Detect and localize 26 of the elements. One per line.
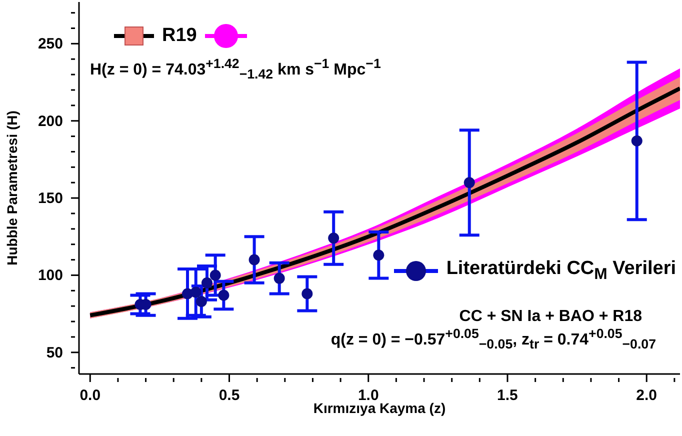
point: [201, 277, 212, 288]
point: [248, 254, 260, 266]
y-tick-label: 50: [46, 344, 63, 362]
point: [631, 135, 642, 146]
x-tick-label: 1.5: [497, 387, 518, 404]
y-tick-label: 100: [38, 267, 63, 284]
point: [190, 286, 202, 298]
point: [302, 288, 313, 300]
y-tick-label: 250: [38, 36, 63, 53]
point: [210, 270, 221, 281]
point: [274, 272, 285, 284]
point: [464, 177, 475, 188]
point: [218, 290, 230, 301]
y-tick-label: 150: [38, 190, 63, 208]
x-tick-label: 0.5: [218, 387, 240, 404]
legend-label: R19: [162, 25, 197, 47]
y-tick-label: 200: [38, 112, 63, 130]
legend-label: Literatürdeki CC$_{M}$ Verileri: [446, 258, 676, 284]
y-axis-title: Hubble Parametresi (H): [4, 110, 20, 266]
annotation: CC + SN Ia + BAO + R18: [459, 308, 642, 326]
x-tick-label: 2.0: [636, 387, 658, 404]
point: [328, 232, 340, 244]
x-tick-label: 0.0: [80, 387, 101, 404]
point: [196, 296, 207, 307]
annotation: H(z = 0) = 74.03$^{+1.42}$$_{−1.42}$ km s$^{−1}$ Mpc$^{−1}$: [90, 56, 381, 82]
point: [373, 250, 384, 261]
